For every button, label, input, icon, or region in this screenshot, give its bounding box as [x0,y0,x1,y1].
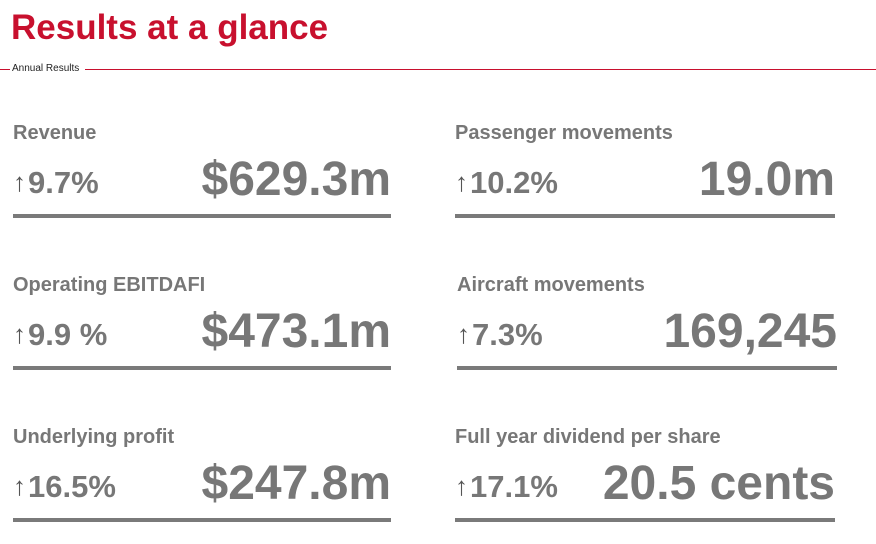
metric-underlying-profit: Underlying profit ↑16.5% $247.8m [13,425,391,535]
arrow-up-icon: ↑ [455,167,468,197]
metric-divider [455,518,835,522]
metric-value: 19.0m [698,153,835,206]
metric-label: Underlying profit [13,426,175,448]
metric-divider [455,214,835,218]
arrow-up-icon: ↑ [13,167,26,197]
metric-change-value: 16.5% [28,469,116,504]
page-title: Results at a glance [11,8,329,47]
metric-change: ↑9.9 % [13,315,107,356]
metric-label: Aircraft movements [457,274,645,296]
metric-change-value: 9.7% [28,165,99,200]
metric-change-value: 17.1% [470,469,558,504]
metric-change-value: 9.9 % [28,317,108,352]
metric-label: Passenger movements [455,122,673,144]
metric-change-value: 7.3% [472,317,543,352]
metric-value: 20.5 cents [602,457,835,510]
subtitle-divider [0,69,876,70]
metric-change: ↑9.7% [13,163,99,204]
metric-value: $629.3m [201,153,392,206]
metric-change: ↑10.2% [455,163,558,204]
metric-change: ↑7.3% [457,315,543,356]
page-subtitle: Annual Results [10,62,86,76]
metric-divider [13,366,391,370]
metric-aircraft-movements: Aircraft movements ↑7.3% 169,245 [457,273,837,383]
metric-divider [13,518,391,522]
metric-passenger-movements: Passenger movements ↑10.2% 19.0m [455,121,835,231]
metric-value: 169,245 [663,305,837,358]
metric-label: Full year dividend per share [455,426,721,448]
arrow-up-icon: ↑ [457,319,470,349]
metric-value: $473.1m [201,305,392,358]
metric-operating-ebitdafi: Operating EBITDAFI ↑9.9 % $473.1m [13,273,391,383]
metric-change: ↑17.1% [455,467,558,508]
metric-value: $247.8m [201,457,392,510]
arrow-up-icon: ↑ [13,471,26,501]
metric-divider [13,214,391,218]
metric-divider [457,366,837,370]
metric-full-year-dividend: Full year dividend per share ↑17.1% 20.5… [455,425,835,535]
metric-label: Revenue [13,122,97,144]
metric-label: Operating EBITDAFI [13,274,206,296]
metric-change: ↑16.5% [13,467,116,508]
metric-change-value: 10.2% [470,165,558,200]
metric-revenue: Revenue ↑9.7% $629.3m [13,121,391,231]
arrow-up-icon: ↑ [455,471,468,501]
arrow-up-icon: ↑ [13,319,26,349]
